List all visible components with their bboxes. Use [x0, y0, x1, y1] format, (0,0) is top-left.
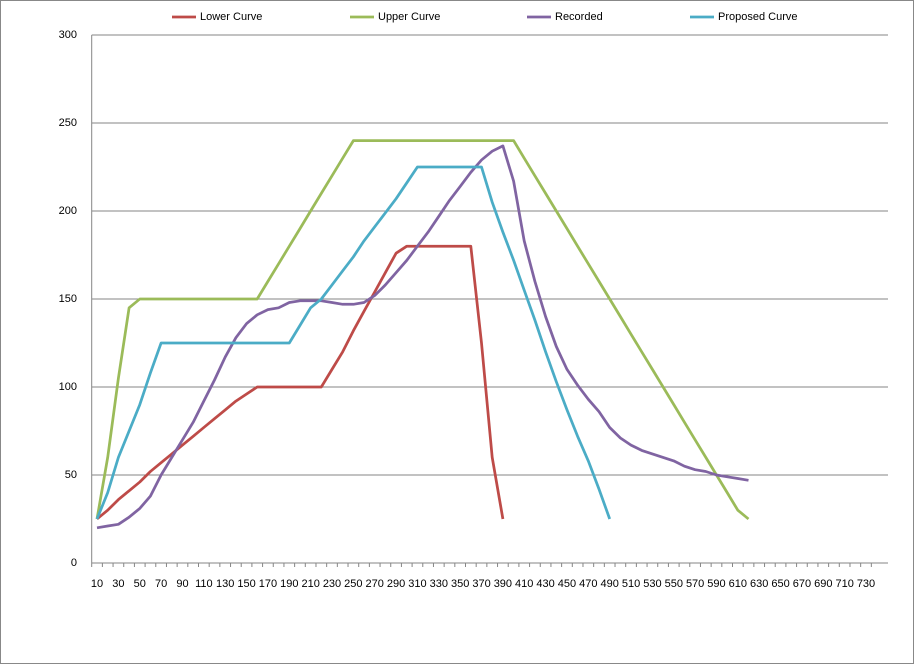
- x-tick-label: 650: [771, 578, 789, 590]
- legend-label: Upper Curve: [378, 11, 440, 23]
- legend-label: Recorded: [555, 11, 603, 23]
- x-tick-label: 170: [259, 578, 277, 590]
- y-tick-label: 150: [59, 293, 77, 305]
- x-tick-label: 290: [387, 578, 405, 590]
- x-tick-label: 270: [366, 578, 384, 590]
- y-tick-label: 250: [59, 117, 77, 129]
- x-tick-label: 370: [472, 578, 490, 590]
- x-tick-label: 10: [91, 578, 103, 590]
- x-tick-label: 410: [515, 578, 533, 590]
- x-tick-label: 130: [216, 578, 234, 590]
- x-tick-label: 530: [643, 578, 661, 590]
- x-tick-label: 90: [176, 578, 188, 590]
- x-tick-label: 570: [686, 578, 704, 590]
- x-tick-label: 210: [301, 578, 319, 590]
- x-tick-label: 190: [280, 578, 298, 590]
- x-tick-label: 390: [494, 578, 512, 590]
- x-tick-label: 450: [558, 578, 576, 590]
- x-tick-label: 70: [155, 578, 167, 590]
- y-tick-label: 200: [59, 205, 77, 217]
- y-tick-label: 100: [59, 381, 77, 393]
- x-tick-label: 470: [579, 578, 597, 590]
- x-tick-label: 690: [814, 578, 832, 590]
- y-tick-label: 0: [71, 557, 77, 569]
- x-tick-label: 610: [729, 578, 747, 590]
- series-line: [95, 165, 611, 520]
- x-tick-label: 350: [451, 578, 469, 590]
- y-tick-label: 50: [65, 469, 77, 481]
- series-line: [95, 139, 750, 521]
- x-tick-label: 510: [622, 578, 640, 590]
- x-tick-label: 730: [857, 578, 875, 590]
- x-tick-label: 550: [665, 578, 683, 590]
- x-tick-label: 330: [430, 578, 448, 590]
- x-tick-label: 110: [195, 578, 213, 590]
- x-tick-label: 490: [601, 578, 619, 590]
- x-tick-label: 250: [344, 578, 362, 590]
- x-tick-label: 150: [237, 578, 255, 590]
- x-tick-label: 670: [793, 578, 811, 590]
- y-tick-label: 300: [59, 29, 77, 41]
- x-tick-label: 310: [408, 578, 426, 590]
- x-tick-label: 50: [134, 578, 146, 590]
- x-tick-label: 710: [835, 578, 853, 590]
- x-tick-label: 30: [112, 578, 124, 590]
- x-tick-label: 630: [750, 578, 768, 590]
- x-tick-label: 230: [323, 578, 341, 590]
- legend-label: Lower Curve: [200, 11, 262, 23]
- x-tick-label: 590: [707, 578, 725, 590]
- x-tick-label: 430: [536, 578, 554, 590]
- series-line: [96, 144, 749, 530]
- legend-label: Proposed Curve: [718, 11, 798, 23]
- series-line: [96, 244, 505, 521]
